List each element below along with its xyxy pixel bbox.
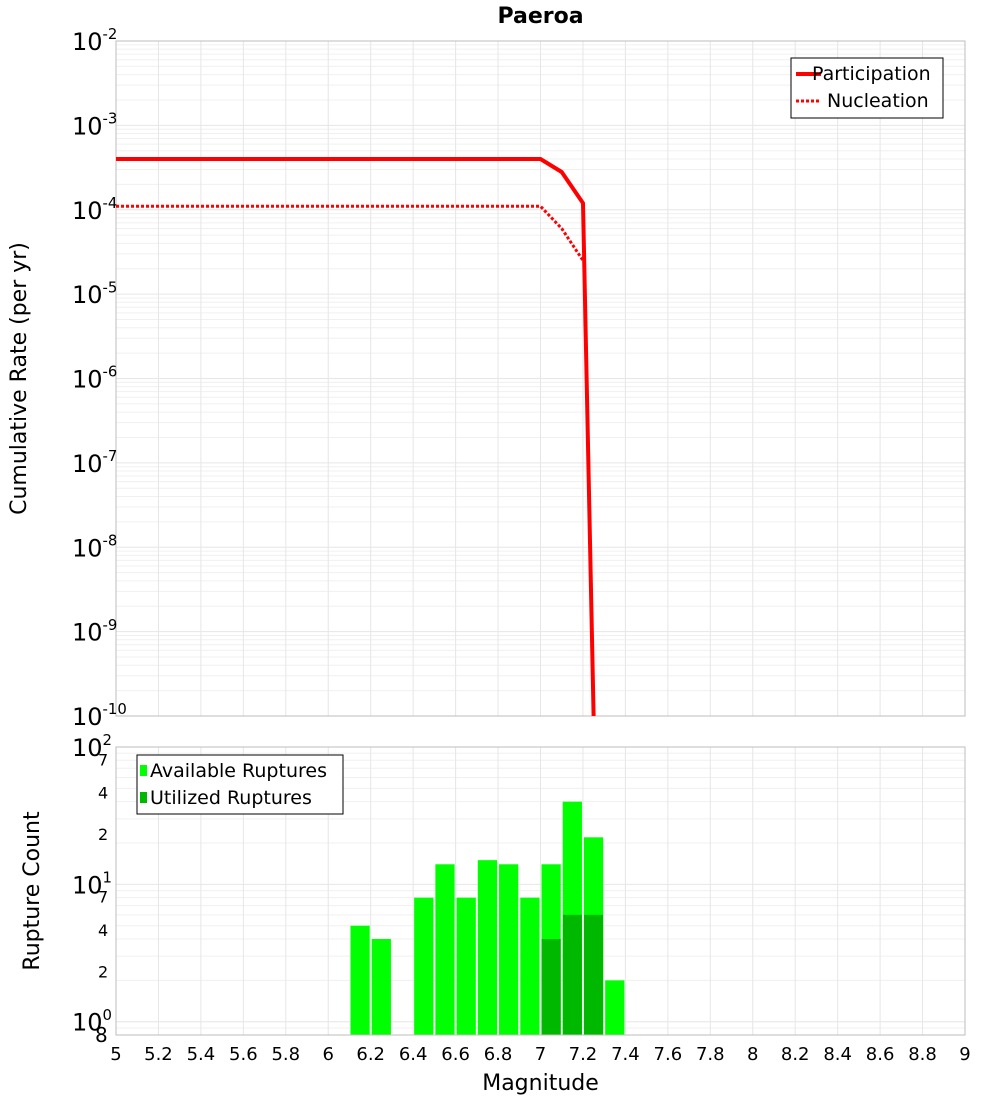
series-nucleation-line [116, 204, 585, 262]
legend-swatch-available-ruptures [140, 765, 147, 776]
x-tick-label: 7 [535, 1044, 546, 1065]
tick-exponent: -7 [103, 447, 118, 465]
top-legend: Participation Nucleation [790, 57, 944, 119]
x-tick-label: 9 [959, 1044, 970, 1065]
tick-exponent: -9 [103, 616, 118, 634]
tick-base: 10 [72, 619, 103, 647]
bar-available-ruptures [456, 897, 476, 1035]
tick-base: 10 [72, 366, 103, 394]
top-grid [115, 40, 966, 717]
bottom-y-major-tick-label: 102 [72, 731, 112, 762]
bar-utilized-ruptures [562, 914, 582, 1035]
tick-base: 10 [72, 450, 103, 478]
chart-title: Paeroa [497, 4, 583, 29]
tick-exponent: -2 [103, 25, 118, 43]
bottom-y-axis-label: Rupture Count [20, 811, 45, 971]
bottom-y-minor-tick-label: 4 [98, 784, 108, 803]
tick-base: 10 [72, 112, 103, 140]
bar-available-ruptures [605, 980, 625, 1035]
tick-base: 10 [72, 703, 103, 731]
x-tick-label: 5.8 [271, 1044, 300, 1065]
x-tick-label: 6.4 [399, 1044, 428, 1065]
tick-base: 10 [72, 281, 103, 309]
bar-available-ruptures [414, 897, 434, 1035]
top-y-tick-label: 10-3 [72, 110, 117, 141]
x-tick-label: 6.8 [484, 1044, 513, 1065]
legend-swatch-utilized-ruptures [140, 792, 147, 803]
series-participation-line [116, 157, 596, 717]
top-y-tick-label: 10-9 [72, 616, 117, 647]
top-y-tick-label: 10-4 [72, 194, 117, 225]
tick-exponent: -10 [103, 700, 127, 718]
tick-exponent: 0 [103, 1006, 112, 1024]
bar-available-ruptures [520, 897, 540, 1035]
tick-base: 10 [72, 1009, 103, 1037]
x-tick-label: 5 [110, 1044, 121, 1065]
bar-available-ruptures [350, 925, 370, 1035]
bottom-y-minor-tick-label: 2 [98, 962, 108, 981]
bar-utilized-ruptures [583, 914, 604, 1035]
tick-base: 10 [72, 871, 103, 899]
x-tick-label: 6.2 [356, 1044, 385, 1065]
x-tick-label: 5.4 [187, 1044, 216, 1065]
bar-utilized-ruptures [541, 939, 561, 1035]
bottom-legend-box [136, 754, 344, 815]
top-y-tick-label: 10-6 [72, 363, 117, 394]
top-plot-frame [115, 40, 966, 717]
top-y-tick-label: 10-8 [72, 531, 117, 562]
bottom-y-minor-tick-label: 8 [95, 1023, 108, 1047]
tick-base: 10 [72, 534, 103, 562]
legend-label-available-ruptures: Available Ruptures [150, 760, 327, 782]
top-y-tick-label: 10-5 [72, 278, 117, 309]
tick-base: 10 [72, 734, 103, 762]
x-tick-label: 8.4 [823, 1044, 852, 1065]
x-tick-label: 5.6 [229, 1044, 258, 1065]
bottom-y-minor-tick-label: 4 [98, 921, 108, 940]
tick-exponent: -4 [103, 194, 118, 212]
bottom-y-minor-tick-label: 2 [98, 825, 108, 844]
bar-available-ruptures [371, 939, 391, 1035]
legend-label-nucleation: Nucleation [827, 90, 929, 112]
bar-available-ruptures [499, 864, 519, 1035]
tick-base: 10 [72, 28, 103, 56]
bottom-y-major-tick-label: 100 [72, 1006, 112, 1037]
tick-exponent: -6 [103, 363, 118, 381]
x-tick-label: 5.2 [144, 1044, 173, 1065]
x-tick-label: 7.4 [611, 1044, 640, 1065]
bottom-y-minor-tick-label: 7 [98, 750, 108, 769]
x-tick-label: 8.2 [781, 1044, 810, 1065]
top-legend-box [790, 57, 944, 119]
x-tick-label: 7.2 [569, 1044, 598, 1065]
x-axis-label: Magnitude [482, 1071, 599, 1096]
legend-label-utilized-ruptures: Utilized Ruptures [150, 787, 312, 809]
legend-label-participation: Participation [812, 63, 931, 85]
bottom-plot-frame [115, 746, 966, 1036]
tick-exponent: 2 [103, 731, 112, 749]
tick-base: 10 [72, 197, 103, 225]
top-y-tick-label: 10-7 [72, 447, 117, 478]
x-tick-label: 6.6 [441, 1044, 470, 1065]
tick-exponent: -3 [103, 110, 118, 128]
tick-exponent: 1 [103, 869, 112, 887]
x-tick-label: 8.6 [866, 1044, 895, 1065]
x-tick-label: 7.6 [654, 1044, 683, 1065]
x-tick-label: 8.8 [908, 1044, 937, 1065]
top-y-tick-label: 10-10 [72, 700, 127, 731]
x-tick-label: 7.8 [696, 1044, 725, 1065]
bottom-legend: Available Ruptures Utilized Ruptures [136, 754, 344, 815]
bottom-y-minor-tick-label: 7 [98, 888, 108, 907]
x-tick-label: 8 [747, 1044, 758, 1065]
bottom-y-major-tick-label: 101 [72, 869, 112, 900]
bar-available-ruptures [435, 864, 455, 1035]
tick-exponent: -8 [103, 531, 118, 549]
top-y-tick-label: 10-2 [72, 25, 117, 56]
x-tick-label: 6 [323, 1044, 334, 1065]
top-y-axis-label: Cumulative Rate (per yr) [7, 242, 32, 515]
tick-exponent: -5 [103, 278, 118, 296]
bar-available-ruptures [477, 860, 498, 1035]
